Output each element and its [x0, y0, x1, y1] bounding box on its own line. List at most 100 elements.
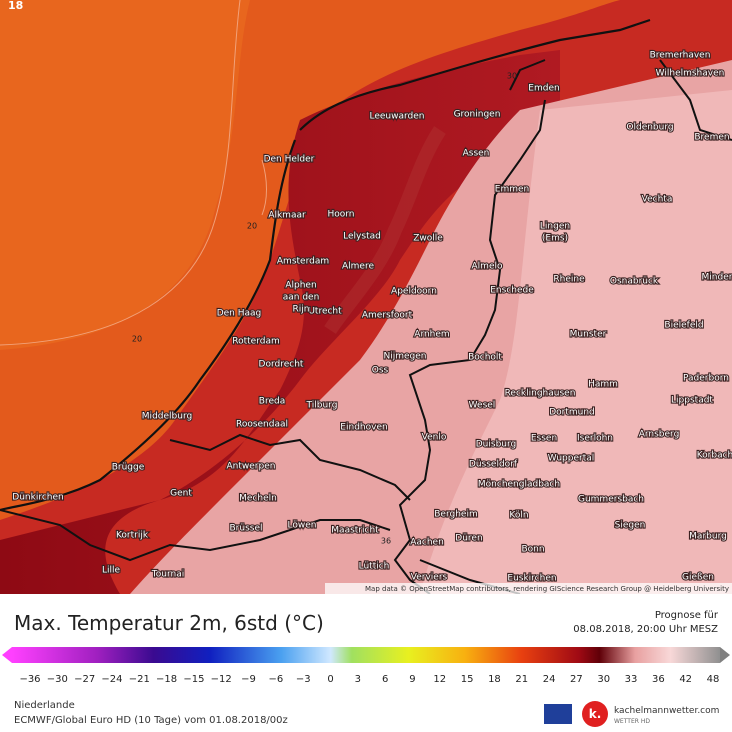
attribution-bg [325, 583, 732, 594]
legend-tick: −36 [19, 674, 40, 685]
city-label: Bielefeld [664, 321, 703, 331]
city-label: Oldenburg [626, 123, 673, 133]
city-label: Den Haag [217, 309, 262, 319]
city-label: Wuppertal [548, 454, 595, 464]
city-label: Aachen [410, 538, 444, 548]
city-label: Lille [102, 566, 121, 576]
city-label: Mönchengladbach [478, 480, 560, 490]
city-label: Eindhoven [340, 423, 387, 433]
city-label: Utrecht [308, 307, 342, 317]
footer: Max. Temperatur 2m, 6std (°C) Prognose f… [2, 610, 730, 727]
city-label: Lüttich [359, 562, 390, 572]
city-label: Wilhelmshaven [656, 69, 725, 79]
city-label: Almere [342, 262, 374, 272]
city-label: Bonn [521, 545, 544, 555]
inland-warm [420, 90, 732, 594]
city-label: Minden [702, 273, 732, 283]
legend-tick: 42 [679, 674, 692, 685]
city-label: Dünkirchen [12, 493, 63, 503]
city-label: Bergheim [434, 510, 477, 520]
city-label: Rijn [293, 305, 310, 315]
city-label: Groningen [454, 110, 501, 120]
city-label: Zwolle [413, 234, 443, 244]
city-label: Bocholt [468, 353, 502, 363]
legend-tick: −21 [129, 674, 150, 685]
city-label: Amsterdam [277, 257, 329, 267]
city-label: Amersfoort [362, 311, 413, 321]
legend-tick: 27 [570, 674, 583, 685]
city-label: Korbach [697, 451, 732, 461]
city-label: Köln [509, 511, 528, 521]
legend-tick: 9 [409, 674, 415, 685]
city-label: Löwen [288, 521, 317, 531]
city-label: Breda [259, 397, 285, 407]
city-label: Arnhem [414, 330, 449, 340]
city-label: Apeldoorn [391, 287, 437, 297]
contour-label: 30 [507, 72, 517, 81]
logo-letter: k. [589, 707, 602, 721]
legend-tick: 15 [461, 674, 474, 685]
brand: kachelmannwetter.com [614, 706, 719, 716]
city-label: Tournai [151, 570, 184, 580]
city-label: Iserlohn [577, 434, 613, 444]
color-scale [12, 647, 720, 663]
legend-tick: 30 [597, 674, 610, 685]
city-label: Nijmegen [384, 352, 427, 362]
city-label: Maastricht [331, 526, 379, 536]
legend-tick: 24 [543, 674, 556, 685]
legend-tick: 6 [382, 674, 388, 685]
forecast-label: Prognose für [655, 610, 719, 621]
city-label: Arnsberg [639, 430, 680, 440]
city-label: aan den [283, 293, 320, 303]
warm-band [324, 126, 446, 334]
contour-label: 20 [247, 222, 257, 231]
city-label: Euskirchen [507, 574, 556, 584]
legend-tick: 21 [515, 674, 528, 685]
legend-tick: −6 [269, 674, 284, 685]
legend-tick: −15 [183, 674, 204, 685]
city-label: Siegen [615, 521, 646, 531]
city-label: Kortrijk [116, 531, 149, 541]
city-label: Hoorn [327, 210, 354, 220]
city-label: Antwerpen [227, 462, 276, 472]
legend-tick: 0 [327, 674, 333, 685]
city-label: Düren [455, 534, 482, 544]
legend-tick: −27 [74, 674, 95, 685]
legend-tick: 33 [625, 674, 638, 685]
city-label: Lelystad [343, 232, 381, 242]
city-label: Osnabrück [610, 277, 659, 287]
scale-arrow-right [720, 647, 730, 663]
city-label: Roosendaal [236, 420, 288, 430]
city-label: Gummersbach [578, 495, 644, 505]
legend-tick: 3 [355, 674, 361, 685]
city-label: Almelo [472, 262, 503, 272]
forecast-time: 08.08.2018, 20:00 Uhr MESZ [573, 624, 718, 635]
brand-sub: WETTER HD [614, 718, 650, 725]
sea-light [0, 0, 250, 350]
city-label: Middelburg [142, 412, 192, 422]
title: Max. Temperatur 2m, 6std (°C) [14, 611, 324, 635]
city-label: Munster [570, 330, 607, 340]
city-label: Essen [531, 434, 557, 444]
isotherms [0, 0, 267, 346]
city-label: Venlo [422, 433, 447, 443]
city-label: Bremerhaven [650, 51, 711, 61]
eu-flag [544, 704, 572, 724]
map: 18 Bremerhaven Wilhelmshaven Emden Leeuward… [0, 0, 732, 594]
model: ECMWF/Global Euro HD (10 Tage) vom 01.08… [14, 715, 288, 726]
city-label: Assen [463, 149, 490, 159]
legend-tick: −30 [47, 674, 68, 685]
city-label: Oss [372, 366, 389, 376]
city-label: Paderborn [683, 374, 729, 384]
coastline [0, 18, 651, 512]
contour-label: 20 [132, 335, 142, 344]
city-label: Tilburg [306, 401, 338, 411]
region: Niederlande [14, 700, 75, 711]
city-label: Alphen [285, 281, 316, 291]
city-label: Brüssel [230, 524, 263, 534]
city-label: Den Helder [264, 155, 315, 165]
scale-arrow-left [2, 647, 12, 663]
city-label: Mecheln [239, 494, 277, 504]
legend-tick: 18 [488, 674, 501, 685]
